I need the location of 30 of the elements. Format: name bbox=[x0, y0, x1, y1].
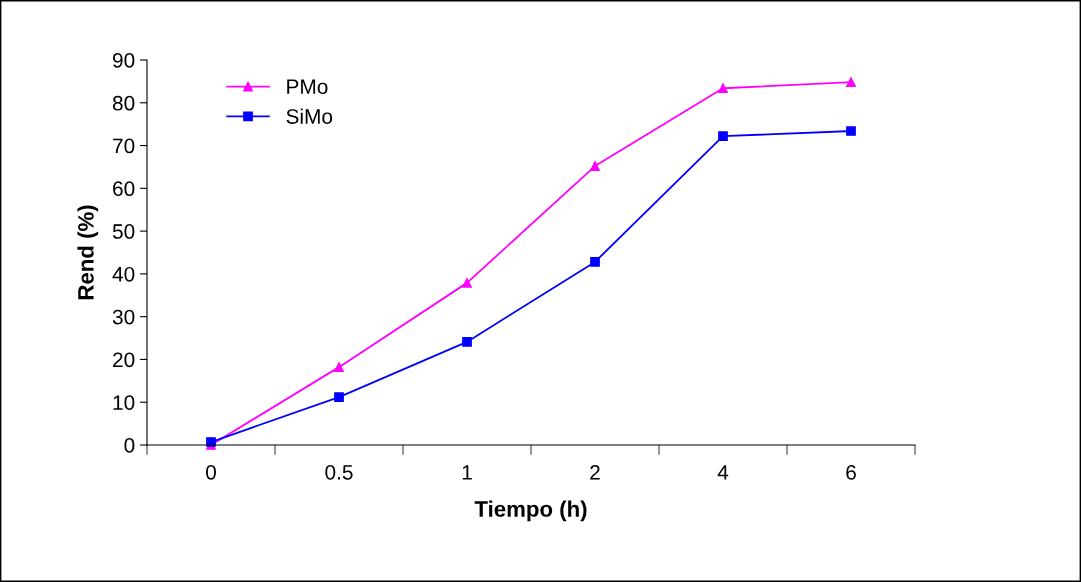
point bbox=[590, 257, 600, 267]
y-tick-label: 50 bbox=[112, 224, 135, 239]
x-tick-label: 0.5 bbox=[325, 464, 353, 480]
y-tick-label: 20 bbox=[113, 352, 135, 368]
x-tick-label: 6 bbox=[846, 464, 856, 480]
y-tick-label: 0 bbox=[124, 438, 135, 453]
x-axis-title: Tiempo (h) bbox=[474, 500, 587, 522]
point bbox=[590, 161, 600, 171]
point bbox=[846, 77, 856, 88]
x-tick-label: 0 bbox=[206, 464, 216, 480]
x-tick-label: 4 bbox=[717, 465, 729, 480]
x-tick-label: 1 bbox=[462, 465, 472, 480]
point bbox=[718, 131, 728, 142]
point bbox=[462, 337, 472, 347]
legend-label: PMo bbox=[287, 79, 328, 95]
y-tick-label: 40 bbox=[112, 266, 135, 282]
point bbox=[334, 392, 344, 402]
point bbox=[718, 83, 728, 94]
point bbox=[462, 278, 472, 288]
y-tick-label: 10 bbox=[113, 395, 135, 410]
y-tick-label: 80 bbox=[112, 95, 135, 111]
point bbox=[334, 362, 344, 373]
legend-label: SiMo bbox=[286, 108, 333, 124]
point bbox=[846, 126, 856, 136]
y-axis-title: Rend (%) bbox=[77, 205, 99, 300]
y-tick-label: 30 bbox=[112, 309, 135, 325]
y-tick-label: 60 bbox=[113, 181, 135, 197]
x-tick-label: 2 bbox=[590, 464, 600, 480]
y-tick-label: 70 bbox=[113, 138, 135, 154]
y-tick-label: 90 bbox=[113, 53, 135, 68]
